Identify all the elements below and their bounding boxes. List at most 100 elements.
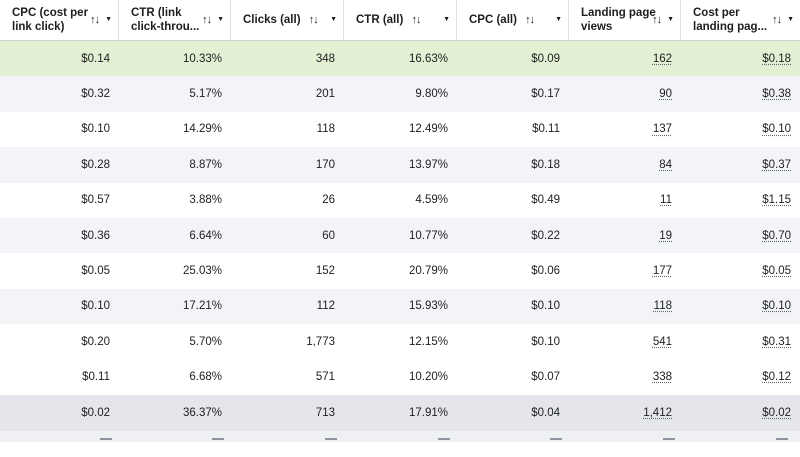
table-cell[interactable]: 162 [569,53,681,65]
cell-value: $0.49 [531,194,560,207]
table-cell: 12.49% [344,123,457,135]
cell-value: 20.79% [408,265,448,278]
cell-value: 84 [659,158,672,171]
table-cell[interactable]: 1,412 [569,407,681,419]
sort-icon[interactable]: ↑↓ [525,14,535,26]
table-cell[interactable]: 541 [569,336,681,348]
cell-value: 8.87% [189,158,222,171]
sort-icon[interactable]: ↑↓ [411,14,421,26]
table-cell: $0.14 [0,53,119,65]
table-row[interactable]: $0.28 8.87% 170 13.97% $0.18 84 $0.37 [0,147,800,183]
cell-value: $0.02 [81,406,110,419]
column-header-ctr-all[interactable]: CTR (all) ↑↓ ▼ [344,0,457,40]
column-header-label: Cost per [693,7,740,19]
table-cell[interactable]: $0.10 [681,300,800,312]
table-cell[interactable]: 84 [569,159,681,171]
column-header-ctr-link[interactable]: CTR (link click-throu... ↑↓ ▼ [119,0,231,40]
cell-value: 571 [315,371,335,384]
table-cell: $0.06 [457,265,569,277]
table-cell: 6.64% [119,230,231,242]
table-row[interactable]: $0.11 6.68% 571 10.20% $0.07 338 $0.12 [0,360,800,395]
table-row[interactable]: $0.32 5.17% 201 9.80% $0.17 90 $0.38 [0,76,800,112]
column-header-landing-page-views[interactable]: Landing page views ↑↓ ▼ [569,0,681,40]
table-cell[interactable]: $0.10 [681,123,800,135]
table-cell[interactable]: $1.15 [681,194,800,206]
cell-value: 17.21% [182,300,222,313]
table-row[interactable]: $0.10 14.29% 118 12.49% $0.11 137 $0.10 [0,112,800,147]
table-cell[interactable]: $0.31 [681,336,800,348]
sort-icon[interactable]: ↑↓ [90,14,100,26]
table-cell[interactable]: 338 [569,371,681,383]
table-cell: 6.68% [119,371,231,383]
cell-value: 36.37% [182,406,222,419]
sort-icon[interactable]: ↑↓ [772,14,782,26]
cell-value: $0.05 [762,265,791,278]
cell-value: $0.10 [531,335,560,348]
table-cell[interactable]: $0.12 [681,371,800,383]
table-cell[interactable]: 137 [569,123,681,135]
table-cell[interactable]: 90 [569,88,681,100]
table-cell: $0.02 [0,407,119,419]
table-cell: $0.17 [457,88,569,100]
cell-value: 6.64% [189,229,222,242]
cell-value: 16.63% [408,52,448,65]
table-cell[interactable]: $0.38 [681,88,800,100]
table-row[interactable]: $0.02 36.37% 713 17.91% $0.04 1,412 $0.02 [0,394,800,431]
table-cell[interactable]: $0.37 [681,159,800,171]
cell-value: 14.29% [182,123,222,136]
table-row[interactable]: $0.14 10.33% 348 16.63% $0.09 162 $0.18 [0,41,800,77]
table-cell[interactable]: 118 [569,300,681,312]
table-cell: $0.32 [0,88,119,100]
cell-value: 10.33% [182,52,222,65]
column-header-label: CTR (link [131,7,182,19]
cell-value: $0.10 [81,123,110,136]
cell-value: 348 [315,52,335,65]
cell-value: 10.20% [408,371,448,384]
cell-value: $0.10 [762,123,791,136]
bottom-bar [0,442,800,457]
chevron-down-icon[interactable]: ▼ [555,16,562,23]
sort-icon[interactable]: ↑↓ [308,14,319,26]
table-cell: 17.21% [119,300,231,312]
table-row[interactable]: $0.57 3.88% 26 4.59% $0.49 11 $1.15 [0,183,800,218]
chevron-down-icon[interactable]: ▼ [330,16,337,23]
footer-dash [663,438,675,440]
table-cell[interactable]: 19 [569,230,681,242]
chevron-down-icon[interactable]: ▼ [105,16,112,23]
column-header-cpc-link-click[interactable]: CPC (cost per link click) ↑↓ ▼ [0,0,119,40]
table-cell[interactable]: 177 [569,265,681,277]
table-cell[interactable]: $0.02 [681,407,800,419]
footer-dash [100,438,112,440]
table-cell: 348 [231,53,344,65]
column-header-cpc-all[interactable]: CPC (all) ↑↓ ▼ [457,0,569,40]
table-cell: 20.79% [344,265,457,277]
table-cell: 152 [231,265,344,277]
table-cell[interactable]: 11 [569,194,681,206]
cell-value: $0.09 [531,52,560,65]
table-cell: 3.88% [119,194,231,206]
table-cell: 10.77% [344,230,457,242]
chevron-down-icon[interactable]: ▼ [443,16,450,23]
table-cell[interactable]: $0.18 [681,53,800,65]
table-cell: $0.05 [0,265,119,277]
sort-icon[interactable]: ↑↓ [652,14,662,26]
table-cell[interactable]: $0.05 [681,265,800,277]
table-row[interactable]: $0.36 6.64% 60 10.77% $0.22 19 $0.70 [0,217,800,254]
chevron-down-icon[interactable]: ▼ [217,16,224,23]
table-row[interactable]: $0.20 5.70% 1,773 12.15% $0.10 541 $0.31 [0,324,800,359]
cell-value: 201 [315,88,335,101]
cell-value: $0.17 [531,88,560,101]
column-header-cost-per-landing-page-view[interactable]: Cost per landing pag... ↑↓ ▼ [681,0,800,40]
table-cell: $0.10 [457,336,569,348]
table-cell: $0.18 [457,159,569,171]
cell-value: 6.68% [189,371,222,384]
table-row[interactable]: $0.10 17.21% 112 15.93% $0.10 118 $0.10 [0,288,800,325]
cell-value: 5.70% [189,335,222,348]
chevron-down-icon[interactable]: ▼ [667,16,674,23]
ads-metrics-table: CPC (cost per link click) ↑↓ ▼ CTR (link… [0,0,800,443]
chevron-down-icon[interactable]: ▼ [787,16,794,23]
table-cell[interactable]: $0.70 [681,230,800,242]
column-header-clicks-all[interactable]: Clicks (all) ↑↓ ▼ [231,0,344,40]
sort-icon[interactable]: ↑↓ [202,14,212,26]
table-row[interactable]: $0.05 25.03% 152 20.79% $0.06 177 $0.05 [0,253,800,288]
